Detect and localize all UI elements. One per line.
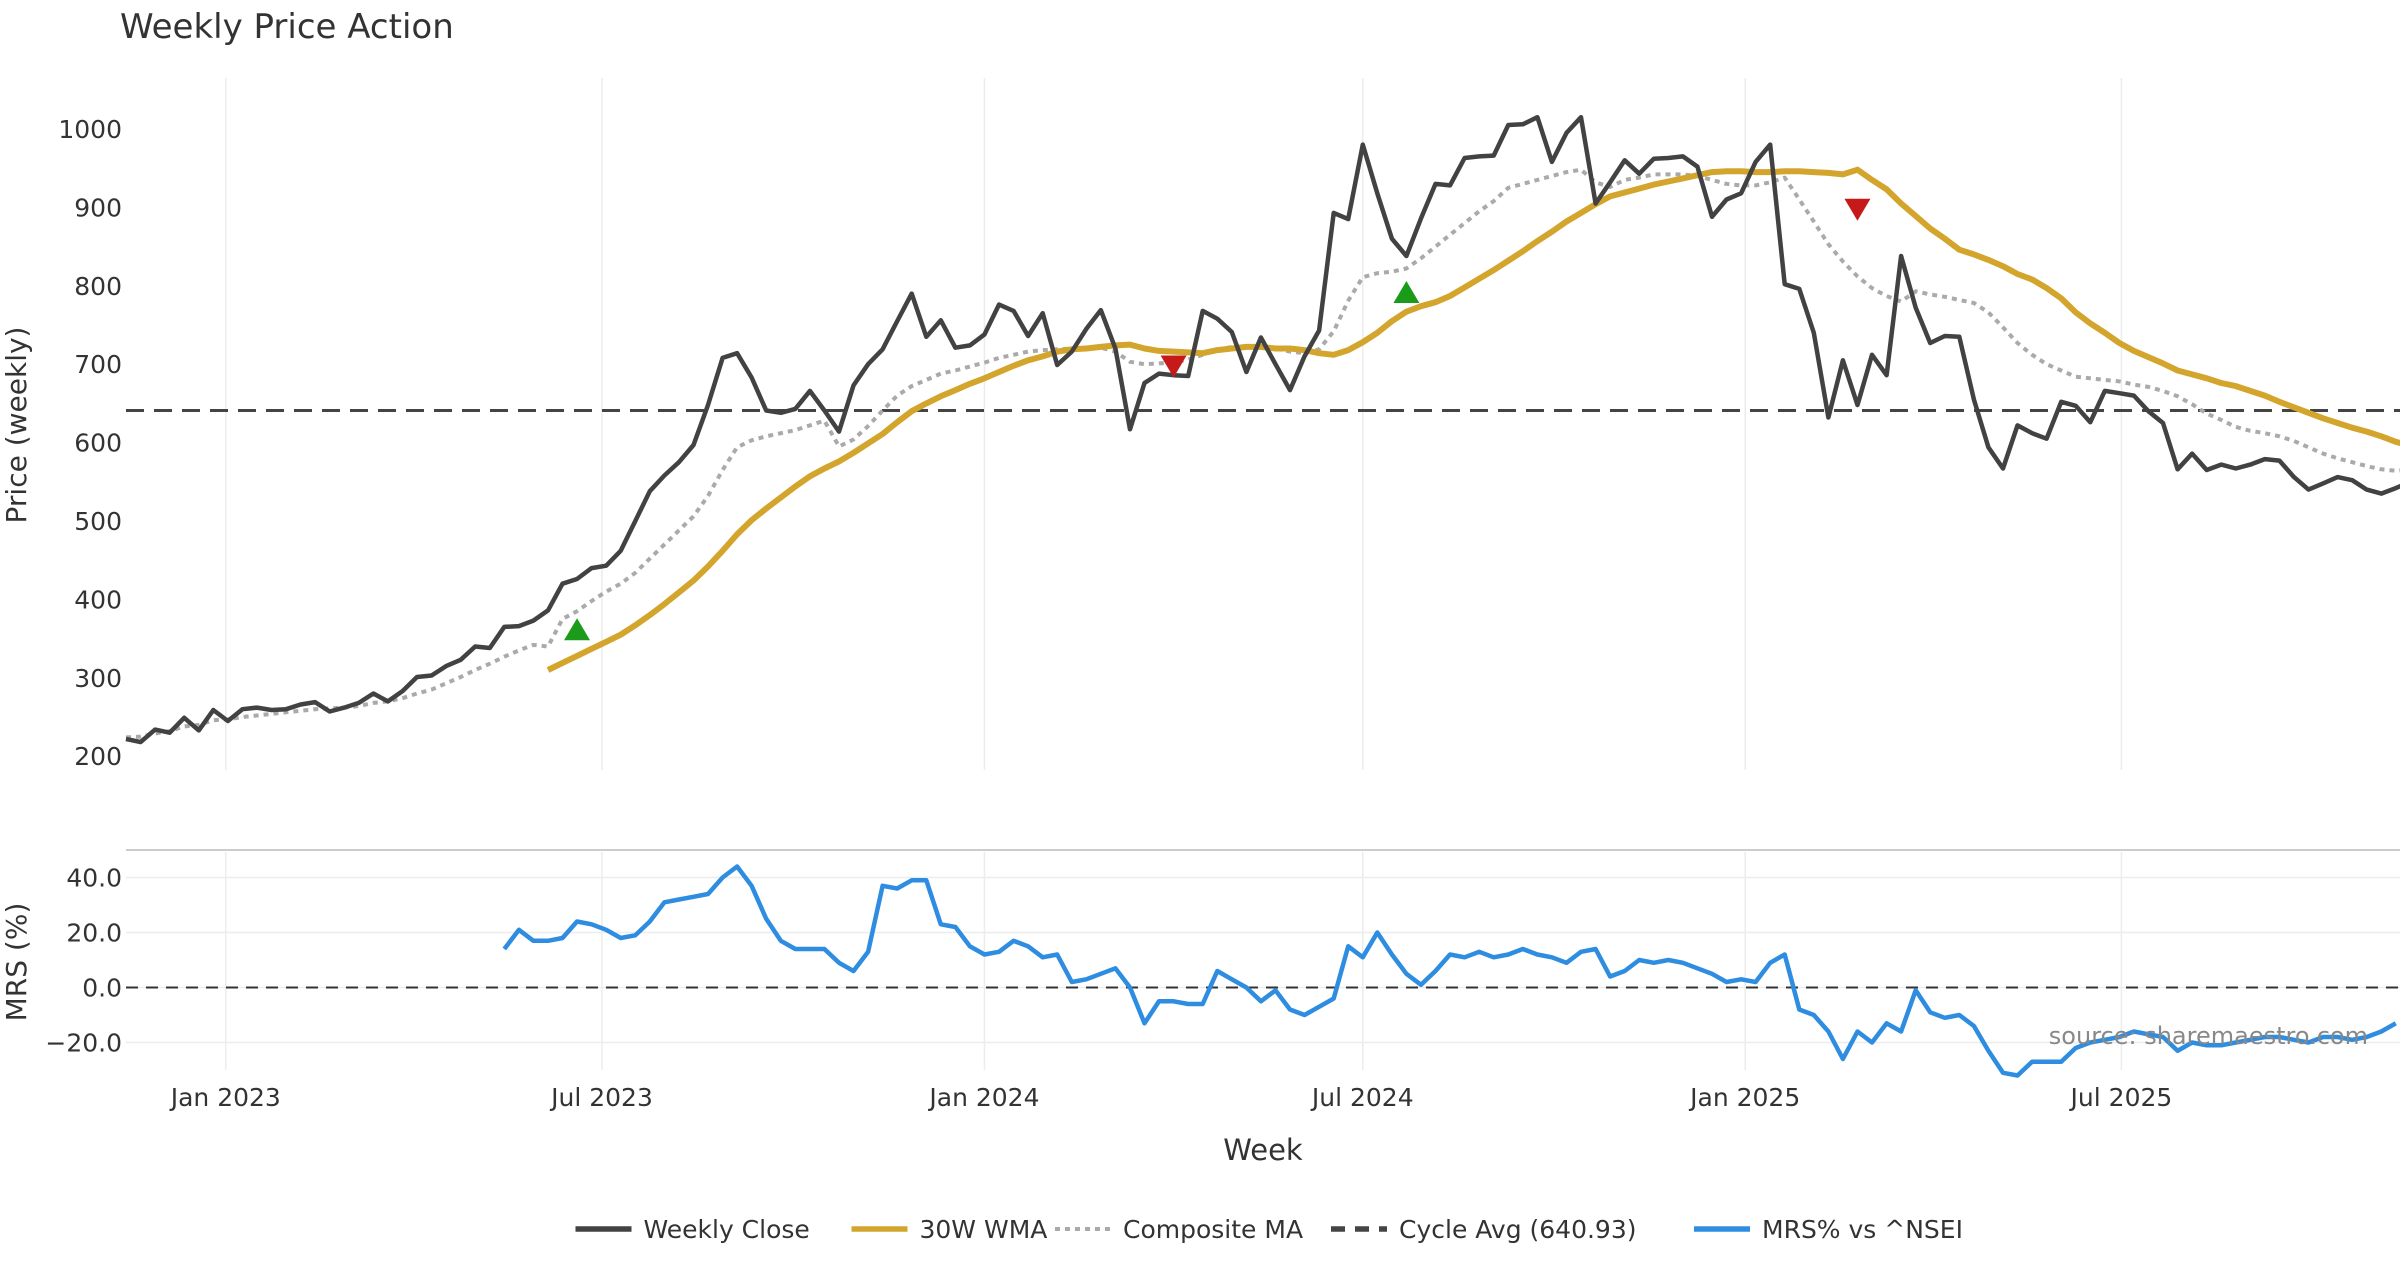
chart-title: Weekly Price Action <box>120 7 454 47</box>
price-y-axis-label: Price (weekly) <box>0 327 33 524</box>
sell-signal-marker <box>1844 198 1871 221</box>
price-y-tick-label: 1000 <box>58 115 122 144</box>
mrs-y-tick-label: 0.0 <box>82 974 122 1003</box>
x-tick-label: Jan 2025 <box>1688 1083 1800 1112</box>
price-y-tick-label: 900 <box>74 193 122 222</box>
price-y-ticks: 200 300 400 500 600 700 800 900 1000 <box>58 115 122 771</box>
price-y-tick-label: 200 <box>74 742 122 771</box>
legend-label: Cycle Avg (640.93) <box>1399 1215 1637 1244</box>
x-axis-label: Week <box>1223 1133 1303 1167</box>
legend-item: Weekly Close <box>575 1215 810 1244</box>
mrs-grid <box>126 852 2400 1070</box>
x-tick-label: Jul 2023 <box>549 1083 653 1112</box>
x-tick-label: Jul 2024 <box>1310 1083 1414 1112</box>
watermark: source: sharemaestro.com <box>2049 1022 2368 1050</box>
price-grid <box>225 78 2123 770</box>
buy-signal-marker <box>564 618 591 641</box>
buy-signal-marker <box>1393 281 1420 304</box>
mrs-y-tick-label: 20.0 <box>66 919 122 948</box>
price-y-tick-label: 300 <box>74 664 122 693</box>
legend: Weekly Close 30W WMA Composite MA Cycle Avg… <box>575 1215 1963 1244</box>
legend-item: 30W WMA <box>851 1215 1048 1244</box>
x-axis-ticks: Jan 2023 Jul 2023 Jan 2024 Jul 2024 Jan 2025… <box>169 1083 2173 1112</box>
x-tick-label: Jan 2024 <box>927 1083 1039 1112</box>
price-y-tick-label: 800 <box>74 272 122 301</box>
legend-label: MRS% vs ^NSEI <box>1762 1215 1963 1244</box>
sell-signal-marker <box>1160 355 1187 378</box>
signal-markers <box>564 198 1871 641</box>
mrs-y-axis-label: MRS (%) <box>0 903 33 1022</box>
price-y-tick-label: 700 <box>74 350 122 379</box>
wma-30w-line <box>546 166 2400 673</box>
legend-label: 30W WMA <box>920 1215 1048 1244</box>
mrs-line <box>502 864 2397 1078</box>
price-y-tick-label: 400 <box>74 585 122 614</box>
legend-item: Composite MA <box>1055 1215 1303 1244</box>
x-tick-label: Jan 2023 <box>169 1083 281 1112</box>
legend-item: MRS% vs ^NSEI <box>1694 1215 1963 1244</box>
mrs-y-tick-label: 40.0 <box>66 864 122 893</box>
mrs-y-tick-label: −20.0 <box>45 1029 122 1058</box>
weekly-close-line <box>125 114 2400 745</box>
mrs-y-ticks: 40.0 20.0 0.0 −20.0 <box>45 864 122 1058</box>
price-y-tick-label: 500 <box>74 507 122 536</box>
legend-label: Weekly Close <box>644 1215 810 1244</box>
legend-item: Cycle Avg (640.93) <box>1331 1215 1637 1244</box>
legend-label: Composite MA <box>1123 1215 1303 1244</box>
price-y-tick-label: 600 <box>74 429 122 458</box>
x-tick-label: Jul 2025 <box>2069 1083 2173 1112</box>
